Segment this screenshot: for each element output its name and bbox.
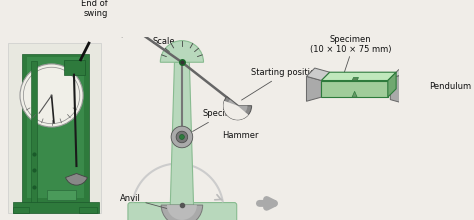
Text: Hammer: Hammer [223, 131, 259, 140]
FancyBboxPatch shape [12, 207, 29, 213]
Circle shape [180, 134, 184, 139]
Text: Anvil: Anvil [119, 194, 167, 209]
Circle shape [176, 131, 188, 143]
Text: Scale: Scale [152, 37, 180, 46]
Polygon shape [321, 72, 396, 81]
Polygon shape [321, 81, 388, 97]
Wedge shape [119, 14, 145, 30]
Polygon shape [388, 72, 396, 97]
Circle shape [171, 126, 193, 148]
Polygon shape [352, 91, 357, 97]
Wedge shape [161, 205, 203, 220]
Wedge shape [223, 101, 248, 120]
Polygon shape [390, 66, 413, 78]
Text: Starting position: Starting position [242, 68, 320, 100]
Polygon shape [390, 74, 405, 104]
FancyBboxPatch shape [31, 61, 37, 202]
Wedge shape [160, 41, 203, 62]
FancyBboxPatch shape [9, 43, 101, 213]
Wedge shape [65, 174, 87, 185]
FancyBboxPatch shape [128, 203, 237, 220]
Polygon shape [22, 54, 89, 202]
Circle shape [20, 64, 83, 127]
FancyBboxPatch shape [64, 60, 85, 75]
Text: Pendulum: Pendulum [429, 82, 472, 91]
FancyBboxPatch shape [79, 207, 97, 213]
Text: Specimen
(10 × 10 × 75 mm): Specimen (10 × 10 × 75 mm) [310, 35, 391, 54]
Polygon shape [27, 57, 84, 198]
Polygon shape [307, 76, 321, 101]
Polygon shape [352, 77, 358, 81]
Polygon shape [12, 202, 99, 213]
FancyBboxPatch shape [47, 190, 76, 200]
Polygon shape [170, 62, 193, 205]
Wedge shape [167, 205, 197, 220]
Text: Specimen: Specimen [192, 109, 244, 131]
Wedge shape [123, 18, 143, 34]
Wedge shape [228, 99, 247, 116]
Polygon shape [408, 77, 426, 99]
Polygon shape [307, 68, 330, 81]
Wedge shape [119, 14, 147, 37]
Polygon shape [408, 69, 431, 82]
Wedge shape [223, 97, 252, 120]
Text: End of
swing: End of swing [81, 0, 108, 18]
